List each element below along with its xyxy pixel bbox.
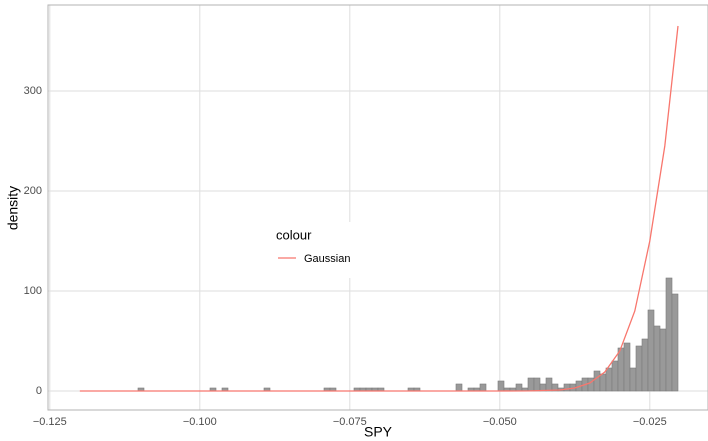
panel-border <box>47 4 708 411</box>
bar <box>671 293 679 392</box>
density-line <box>79 25 679 392</box>
bar <box>665 277 673 392</box>
x-tick-label: −0.025 <box>633 416 667 428</box>
legend-title: colour <box>276 227 312 242</box>
bar <box>545 377 553 392</box>
x-tick-label: −0.075 <box>333 416 367 428</box>
bar <box>479 383 487 392</box>
bar <box>611 360 619 392</box>
y-axis-label: density <box>5 186 21 230</box>
bar <box>593 370 601 392</box>
legend-box <box>268 222 360 278</box>
legend-label: Gaussian <box>304 253 350 265</box>
x-tick-label: −0.050 <box>483 416 517 428</box>
y-tick-label: 0 <box>36 385 42 397</box>
y-tick-label: 100 <box>24 285 42 297</box>
bar <box>515 383 523 392</box>
bar <box>659 328 667 392</box>
bar <box>647 309 655 392</box>
x-axis-label: SPY <box>364 424 393 440</box>
bar <box>653 325 661 392</box>
y-tick-label: 200 <box>24 185 42 197</box>
bar <box>527 377 535 392</box>
bar <box>497 380 505 392</box>
bar <box>455 383 463 392</box>
bar <box>641 338 649 392</box>
y-tick-label: 300 <box>24 85 42 97</box>
x-tick-label: −0.125 <box>33 416 67 428</box>
bar <box>635 345 643 392</box>
bar <box>623 342 631 392</box>
bar <box>551 383 559 392</box>
bar <box>533 377 541 392</box>
x-tick-label: −0.100 <box>183 416 217 428</box>
bar <box>599 373 607 392</box>
bar <box>629 367 637 392</box>
bar <box>617 347 625 392</box>
bar <box>605 367 613 392</box>
